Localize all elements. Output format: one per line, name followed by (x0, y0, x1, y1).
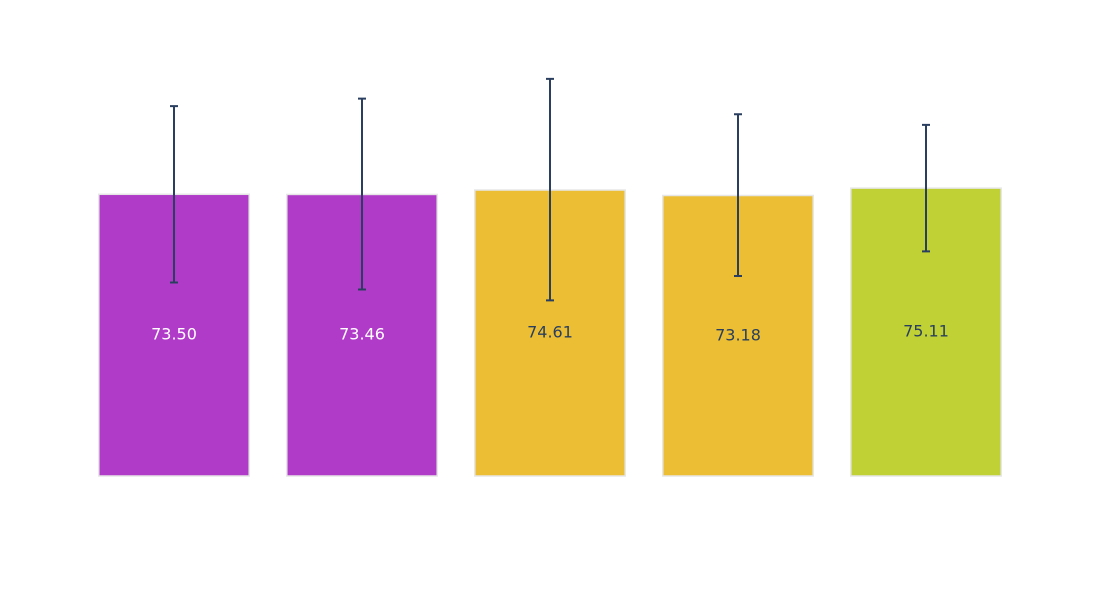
data-label-1: 73.50 (151, 325, 197, 344)
data-label-3: 74.61 (527, 323, 573, 342)
error-bar-2 (358, 97, 366, 291)
error-bar-3 (546, 77, 554, 302)
error-bar-1 (170, 105, 178, 284)
error-bars-layer (170, 77, 930, 302)
data-label-5: 75.11 (903, 322, 949, 341)
error-bar-4 (734, 113, 742, 278)
data-labels-layer: 73.50 73.46 74.61 73.18 75.11 (151, 322, 949, 345)
data-label-4: 73.18 (715, 325, 761, 344)
error-bar-5 (922, 123, 930, 253)
data-label-2: 73.46 (339, 325, 385, 344)
